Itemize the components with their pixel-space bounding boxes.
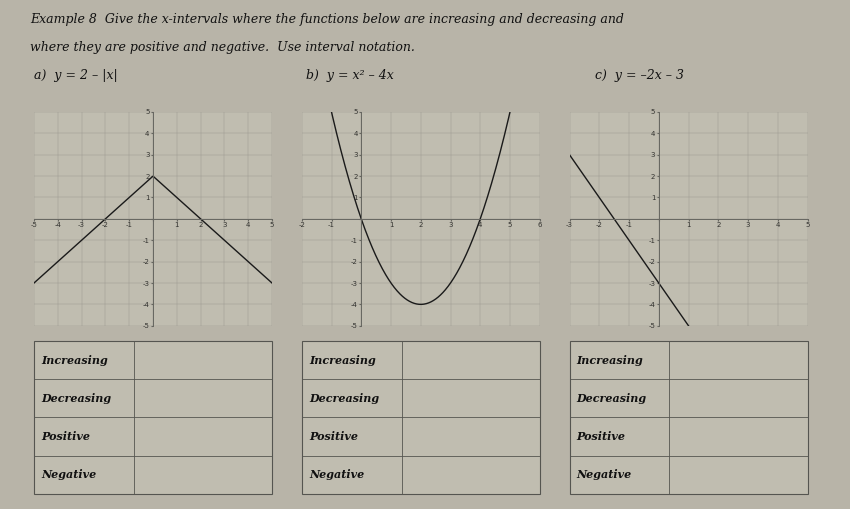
- Text: Decreasing: Decreasing: [576, 393, 647, 404]
- Text: a)  y = 2 – |x|: a) y = 2 – |x|: [34, 69, 118, 82]
- Text: Negative: Negative: [309, 469, 364, 480]
- Text: Increasing: Increasing: [576, 355, 643, 365]
- Text: Increasing: Increasing: [41, 355, 108, 365]
- Text: Negative: Negative: [41, 469, 96, 480]
- Text: Positive: Positive: [41, 431, 90, 442]
- Text: Negative: Negative: [576, 469, 632, 480]
- Text: Positive: Positive: [576, 431, 626, 442]
- Text: where they are positive and negative.  Use interval notation.: where they are positive and negative. Us…: [30, 41, 415, 54]
- Text: b)  y = x² – 4x: b) y = x² – 4x: [306, 69, 394, 82]
- Text: Decreasing: Decreasing: [41, 393, 111, 404]
- Text: c)  y = –2x – 3: c) y = –2x – 3: [595, 69, 684, 82]
- Text: Positive: Positive: [309, 431, 358, 442]
- Text: Example 8  Give the x-intervals where the functions below are increasing and dec: Example 8 Give the x-intervals where the…: [30, 13, 624, 26]
- Text: Decreasing: Decreasing: [309, 393, 379, 404]
- Text: Increasing: Increasing: [309, 355, 376, 365]
